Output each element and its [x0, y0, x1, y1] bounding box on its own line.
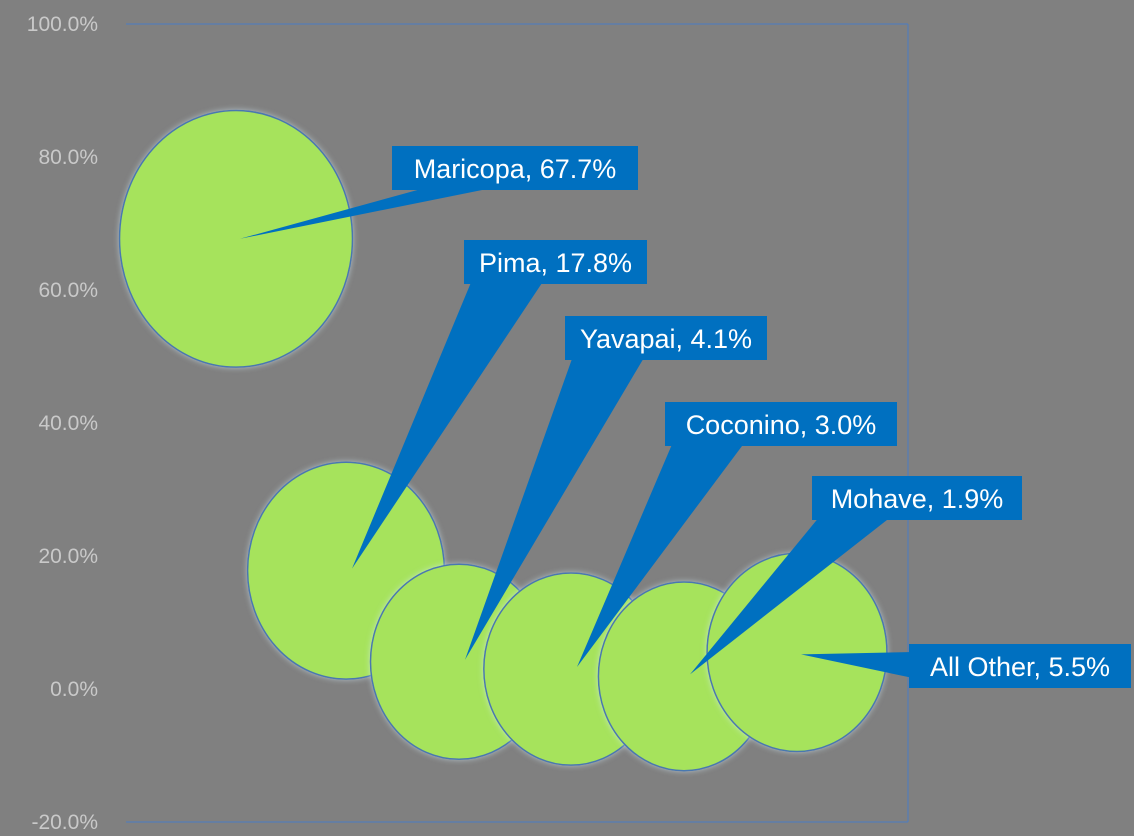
callout-pointer [690, 516, 892, 675]
callout-pointer [801, 652, 913, 678]
y-axis-ticks: 100.0% 80.0% 60.0% 40.0% 20.0% 0.0% -20.0% [27, 13, 98, 834]
y-tick-label: 40.0% [38, 412, 98, 435]
data-label-coconino: Coconino, 3.0% [686, 410, 877, 440]
callout-pointer [352, 280, 544, 569]
callout-pointer [465, 356, 645, 660]
bubbles [118, 109, 888, 772]
bubble-maricopa [118, 109, 354, 368]
y-tick-label: -20.0% [31, 811, 98, 834]
data-labels: Maricopa, 67.7% Pima, 17.8% Yavapai, 4.1% C… [240, 146, 1131, 688]
y-tick-label: 60.0% [38, 279, 98, 302]
data-label-box [565, 316, 767, 360]
callout-pointer [240, 186, 502, 239]
data-label-box [909, 644, 1131, 688]
y-tick-label: 100.0% [27, 13, 98, 36]
data-label-box [464, 240, 647, 284]
data-label-box [665, 402, 897, 446]
y-tick-label: 80.0% [38, 146, 98, 169]
data-label-mohave: Mohave, 1.9% [831, 484, 1004, 514]
data-label-box [392, 146, 638, 190]
data-label-yavapai: Yavapai, 4.1% [580, 324, 752, 354]
data-label-maricopa: Maricopa, 67.7% [414, 154, 617, 184]
callout-pointer [577, 442, 745, 668]
y-tick-label: 20.0% [38, 545, 98, 568]
data-label-all-other: All Other, 5.5% [930, 652, 1110, 682]
plot-frame [126, 23, 909, 823]
y-tick-label: 0.0% [50, 678, 98, 701]
data-label-pima: Pima, 17.8% [479, 248, 632, 278]
data-label-box [812, 476, 1022, 520]
